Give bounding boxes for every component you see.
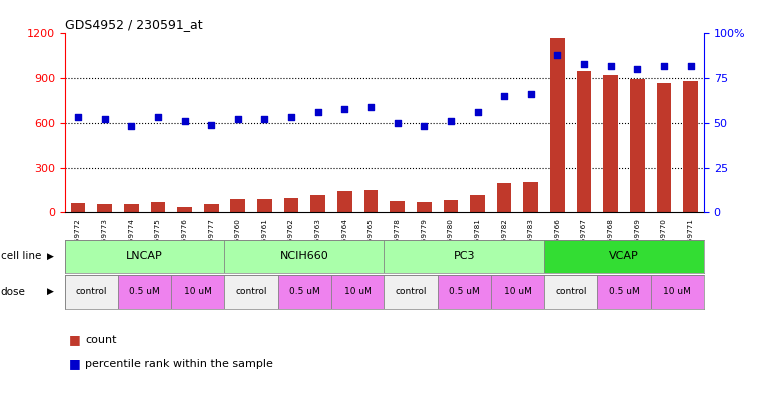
Bar: [204, 204, 218, 212]
Text: LNCAP: LNCAP: [126, 252, 163, 261]
Point: [285, 114, 297, 121]
Point: [551, 52, 563, 58]
Text: 0.5 uM: 0.5 uM: [289, 287, 320, 296]
Text: NCIH660: NCIH660: [280, 252, 329, 261]
Bar: [577, 71, 591, 212]
Text: 10 uM: 10 uM: [344, 287, 371, 296]
Bar: [384, 240, 544, 273]
Point: [98, 116, 111, 122]
Bar: [124, 204, 139, 212]
Bar: [364, 190, 378, 212]
Point: [338, 105, 350, 112]
Text: 10 uM: 10 uM: [504, 287, 531, 296]
Text: control: control: [75, 287, 107, 296]
Point: [444, 118, 457, 124]
Bar: [597, 275, 651, 309]
Bar: [224, 275, 278, 309]
Bar: [151, 202, 165, 212]
Text: percentile rank within the sample: percentile rank within the sample: [85, 358, 273, 369]
Text: 0.5 uM: 0.5 uM: [449, 287, 479, 296]
Bar: [224, 240, 384, 273]
Text: 10 uM: 10 uM: [664, 287, 691, 296]
Bar: [438, 275, 491, 309]
Point: [471, 109, 484, 115]
Bar: [544, 240, 704, 273]
Point: [524, 91, 537, 97]
Text: 0.5 uM: 0.5 uM: [129, 287, 160, 296]
Text: dose: dose: [1, 287, 26, 297]
Bar: [177, 207, 192, 212]
Text: cell line: cell line: [1, 252, 41, 261]
Text: VCAP: VCAP: [609, 252, 639, 261]
Bar: [118, 275, 171, 309]
Point: [151, 114, 164, 121]
Bar: [71, 202, 85, 212]
Bar: [683, 81, 698, 212]
Bar: [544, 275, 597, 309]
Point: [658, 62, 670, 69]
Point: [578, 61, 590, 67]
Bar: [603, 75, 618, 212]
Text: ▶: ▶: [47, 287, 54, 296]
Bar: [171, 275, 224, 309]
Text: control: control: [555, 287, 587, 296]
Bar: [630, 79, 645, 212]
Bar: [257, 199, 272, 212]
Bar: [657, 83, 671, 212]
Point: [498, 93, 510, 99]
Bar: [417, 202, 431, 212]
Bar: [331, 275, 384, 309]
Point: [205, 121, 218, 128]
Bar: [278, 275, 331, 309]
Bar: [390, 200, 405, 212]
Bar: [524, 182, 538, 212]
Point: [178, 118, 190, 124]
Bar: [550, 38, 565, 212]
Bar: [337, 191, 352, 212]
Bar: [491, 275, 544, 309]
Bar: [651, 275, 704, 309]
Bar: [65, 240, 224, 273]
Point: [604, 62, 616, 69]
Point: [631, 66, 643, 72]
Point: [312, 109, 324, 115]
Point: [419, 123, 431, 130]
Point: [391, 119, 403, 126]
Bar: [65, 275, 118, 309]
Text: GDS4952 / 230591_at: GDS4952 / 230591_at: [65, 18, 202, 31]
Text: 10 uM: 10 uM: [184, 287, 212, 296]
Point: [365, 104, 377, 110]
Bar: [444, 200, 458, 212]
Bar: [497, 183, 511, 212]
Text: control: control: [235, 287, 267, 296]
Point: [684, 62, 696, 69]
Bar: [97, 204, 112, 212]
Point: [258, 116, 271, 122]
Text: ■: ■: [68, 357, 80, 370]
Point: [231, 116, 244, 122]
Bar: [284, 198, 298, 212]
Text: 0.5 uM: 0.5 uM: [609, 287, 639, 296]
Bar: [384, 275, 438, 309]
Text: control: control: [395, 287, 427, 296]
Bar: [470, 195, 485, 212]
Point: [125, 123, 137, 130]
Bar: [231, 199, 245, 212]
Point: [72, 114, 84, 121]
Text: count: count: [85, 335, 116, 345]
Text: ▶: ▶: [47, 252, 54, 261]
Text: ■: ■: [68, 333, 80, 347]
Text: PC3: PC3: [454, 252, 475, 261]
Bar: [310, 195, 325, 212]
